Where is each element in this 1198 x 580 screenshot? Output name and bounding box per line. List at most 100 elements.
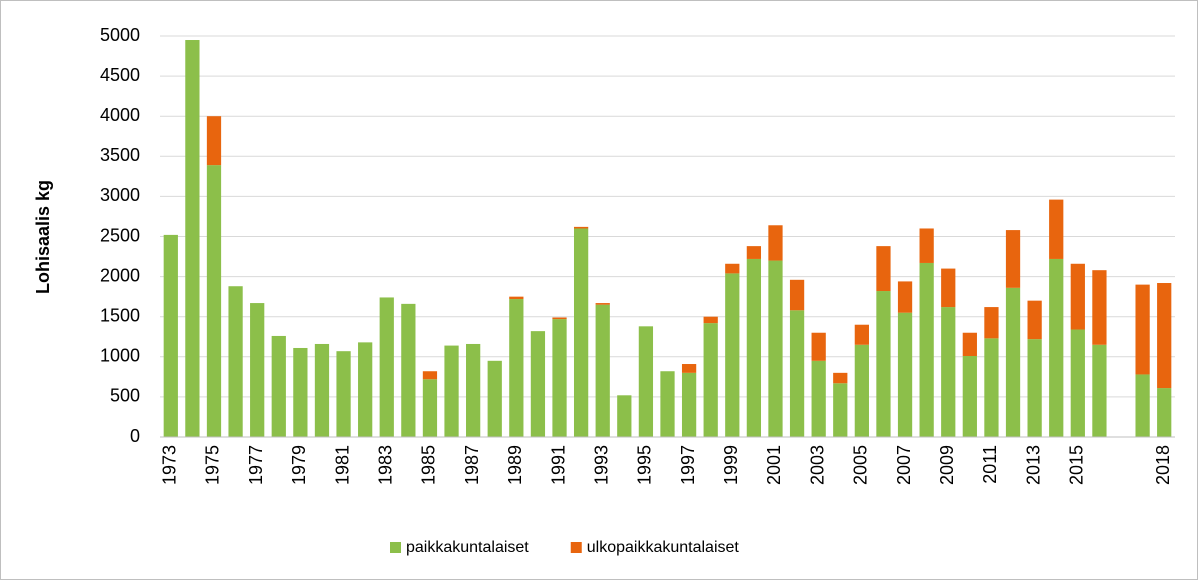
- x-tick-label: 2001: [764, 445, 784, 485]
- bar-segment: [617, 395, 632, 437]
- bar-segment: [509, 299, 524, 437]
- bar-segment: [1049, 258, 1064, 437]
- bar-segment: [293, 347, 308, 437]
- x-tick-label: 2018: [1153, 445, 1173, 485]
- y-tick-label: 2500: [100, 225, 140, 245]
- x-tick-label: 1989: [505, 445, 525, 485]
- bar-segment: [422, 379, 438, 437]
- bar-segment: [703, 323, 718, 437]
- x-tick-label: 1979: [289, 445, 309, 485]
- bar-segment: [1135, 284, 1150, 375]
- bar-segment: [336, 351, 351, 437]
- x-tick-label: 1973: [160, 445, 180, 485]
- bar-segment: [595, 303, 610, 305]
- bar-segment: [228, 286, 243, 437]
- bar-segment: [681, 372, 697, 437]
- bar-segment: [941, 268, 956, 308]
- bar-segment: [1135, 374, 1150, 437]
- bar-segment: [984, 338, 999, 437]
- bar-segment: [573, 226, 589, 229]
- bar-segment: [746, 246, 762, 259]
- bar-segment: [941, 307, 956, 437]
- y-tick-label: 1500: [100, 305, 140, 325]
- x-tick-label: 1995: [635, 445, 655, 485]
- bar-segment: [1157, 388, 1172, 437]
- bar-segment: [638, 326, 654, 437]
- bar-segment: [163, 234, 178, 437]
- bar-segment: [703, 316, 718, 324]
- bar-segment: [660, 371, 675, 437]
- bar-segment: [1092, 270, 1107, 345]
- bar-segment: [487, 360, 502, 437]
- bar-segment: [206, 116, 222, 166]
- x-tick-label: 2013: [1023, 445, 1043, 485]
- bar-segment: [768, 260, 783, 437]
- bar-segment: [725, 273, 740, 437]
- bar-segment: [1157, 283, 1172, 389]
- legend-swatch: [390, 542, 401, 553]
- x-tick-label: 2005: [851, 445, 871, 485]
- bar-segment: [962, 355, 977, 437]
- bar-segment: [811, 332, 826, 361]
- bar-segment: [919, 262, 934, 437]
- legend-label: ulkopaikkakuntalaiset: [587, 539, 740, 556]
- bar-segment: [509, 296, 524, 300]
- bar-segment: [250, 303, 265, 437]
- bar-segment: [552, 317, 567, 320]
- bar-segment: [573, 228, 589, 437]
- bar-segment: [833, 383, 848, 437]
- bar-segment: [789, 310, 805, 437]
- y-tick-label: 1000: [100, 346, 140, 366]
- bar-segment: [897, 312, 913, 437]
- y-tick-label: 0: [130, 426, 140, 446]
- bar-segment: [962, 332, 977, 356]
- x-tick-label: 1987: [462, 445, 482, 485]
- bar-segment: [595, 304, 610, 437]
- y-tick-label: 3000: [100, 185, 140, 205]
- bar-segment: [466, 343, 481, 437]
- bar-segment: [1005, 230, 1021, 288]
- x-tick-label: 2015: [1067, 445, 1087, 485]
- y-tick-label: 2000: [100, 265, 140, 285]
- bar-segment: [876, 291, 891, 437]
- bar-segment: [314, 343, 330, 437]
- x-tick-label: 1999: [721, 445, 741, 485]
- y-tick-label: 4000: [100, 105, 140, 125]
- x-tick-label: 1981: [332, 445, 352, 485]
- bar-segment: [1027, 339, 1042, 437]
- bar-segment: [444, 345, 459, 437]
- bar-segment: [1049, 199, 1064, 259]
- bar-segment: [1092, 344, 1107, 437]
- y-tick-label: 4500: [100, 65, 140, 85]
- x-tick-label: 2003: [807, 445, 827, 485]
- bar-segment: [530, 331, 546, 437]
- x-tick-label: 1975: [203, 445, 223, 485]
- y-tick-label: 5000: [100, 25, 140, 45]
- x-tick-label: 1985: [419, 445, 439, 485]
- bar-segment: [1070, 263, 1085, 330]
- bar-segment: [206, 165, 222, 437]
- bar-segment: [271, 335, 286, 437]
- bar-segment: [379, 297, 394, 437]
- bar-segment: [1027, 300, 1042, 340]
- y-tick-label: 500: [110, 386, 140, 406]
- x-tick-label: 2007: [894, 445, 914, 485]
- legend-swatch: [570, 542, 582, 553]
- bar-segment: [811, 360, 826, 437]
- x-tick-label: 1991: [548, 445, 568, 485]
- bar-segment: [358, 342, 373, 437]
- bar-segment: [897, 281, 913, 313]
- bar-segment: [1070, 329, 1085, 437]
- bar-segment: [185, 40, 200, 437]
- bar-segment: [552, 319, 567, 437]
- bar-segment: [746, 258, 762, 437]
- x-tick-label: 2011: [980, 445, 1000, 484]
- bar-segment: [401, 303, 416, 437]
- bar-segment: [768, 225, 783, 261]
- bar-segment: [1005, 287, 1021, 437]
- legend-label: paikkakuntalaiset: [406, 539, 529, 556]
- bar-segment: [725, 263, 740, 274]
- bar-segment: [681, 364, 697, 373]
